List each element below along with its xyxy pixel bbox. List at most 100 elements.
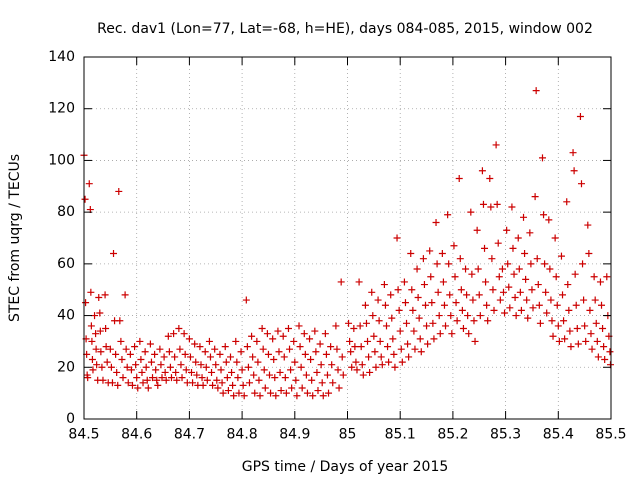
- data-point: [115, 187, 123, 195]
- data-point: [337, 278, 345, 286]
- data-point: [162, 376, 170, 384]
- data-point: [371, 348, 379, 356]
- data-point: [381, 301, 389, 309]
- data-point: [601, 356, 609, 364]
- data-point: [107, 363, 115, 371]
- data-point: [551, 234, 559, 242]
- data-point: [495, 273, 503, 281]
- data-point: [475, 291, 483, 299]
- x-axis-label: GPS time / Days of year 2015: [242, 459, 449, 475]
- data-point: [413, 265, 421, 273]
- data-point: [296, 343, 304, 351]
- data-point: [211, 345, 219, 353]
- data-point: [528, 286, 536, 294]
- data-point: [385, 358, 393, 366]
- x-tick-label: 84.6: [121, 427, 152, 443]
- data-point: [471, 337, 479, 345]
- data-point: [175, 325, 183, 332]
- data-point: [458, 306, 466, 314]
- data-point: [571, 270, 579, 278]
- data-point: [99, 376, 107, 384]
- data-point: [87, 288, 95, 296]
- data-point: [411, 345, 419, 353]
- data-point: [248, 332, 256, 340]
- data-point: [197, 361, 205, 369]
- data-point: [172, 368, 180, 376]
- data-point: [321, 330, 329, 338]
- data-point: [239, 381, 247, 389]
- data-point: [95, 293, 103, 301]
- data-point: [214, 384, 222, 392]
- data-point: [364, 337, 372, 345]
- x-tick-label: 84.7: [174, 427, 205, 443]
- data-point: [170, 330, 178, 338]
- data-point: [108, 379, 116, 387]
- data-point: [565, 306, 573, 314]
- data-point: [298, 384, 306, 392]
- data-point: [546, 265, 554, 273]
- y-tick-label: 140: [48, 49, 75, 65]
- data-point: [295, 322, 303, 330]
- data-point: [504, 260, 512, 268]
- data-point: [444, 211, 452, 219]
- data-point: [541, 260, 549, 268]
- data-point: [452, 299, 460, 307]
- data-point: [303, 389, 311, 397]
- data-point: [203, 376, 211, 384]
- data-point: [382, 322, 390, 330]
- data-point: [209, 381, 217, 389]
- data-point: [585, 250, 593, 258]
- data-point: [555, 337, 563, 345]
- data-point: [127, 366, 135, 374]
- data-point: [559, 291, 567, 299]
- data-point: [380, 281, 388, 289]
- data-point: [229, 381, 237, 389]
- data-point: [96, 309, 104, 317]
- data-point: [433, 260, 441, 268]
- x-tick-label: 84.5: [68, 427, 99, 443]
- data-point: [427, 273, 435, 281]
- data-point: [498, 265, 506, 273]
- data-point: [428, 299, 436, 307]
- data-point: [338, 353, 346, 361]
- data-point: [365, 353, 373, 361]
- data-point: [279, 332, 287, 340]
- data-point: [133, 374, 141, 382]
- data-point: [505, 283, 513, 291]
- data-point: [362, 319, 370, 327]
- data-point: [529, 304, 537, 312]
- data-point: [590, 273, 598, 281]
- data-point: [202, 363, 210, 371]
- data-point: [332, 322, 340, 330]
- data-point: [489, 286, 497, 294]
- data-point: [223, 374, 231, 382]
- x-tick-label: 85.5: [595, 427, 626, 443]
- data-point: [424, 340, 432, 348]
- data-point: [361, 301, 369, 309]
- data-point: [357, 343, 365, 351]
- data-point: [405, 353, 413, 361]
- data-point: [106, 345, 114, 353]
- y-tick-label: 60: [57, 256, 75, 272]
- data-point: [552, 273, 560, 281]
- data-point: [176, 345, 184, 353]
- data-point: [523, 296, 531, 304]
- data-point: [396, 327, 404, 335]
- data-point: [153, 376, 161, 384]
- data-point: [436, 330, 444, 338]
- y-tick-label: 80: [57, 204, 75, 220]
- data-point: [522, 275, 530, 283]
- data-point: [415, 314, 423, 322]
- data-point: [359, 371, 367, 379]
- data-point: [182, 366, 190, 374]
- data-point: [186, 353, 194, 361]
- data-point: [92, 345, 100, 353]
- data-point: [508, 203, 516, 211]
- data-point: [316, 340, 324, 348]
- data-point: [319, 392, 327, 400]
- data-point: [410, 327, 418, 335]
- data-point: [451, 273, 459, 281]
- data-point: [368, 288, 376, 296]
- data-point: [271, 374, 279, 382]
